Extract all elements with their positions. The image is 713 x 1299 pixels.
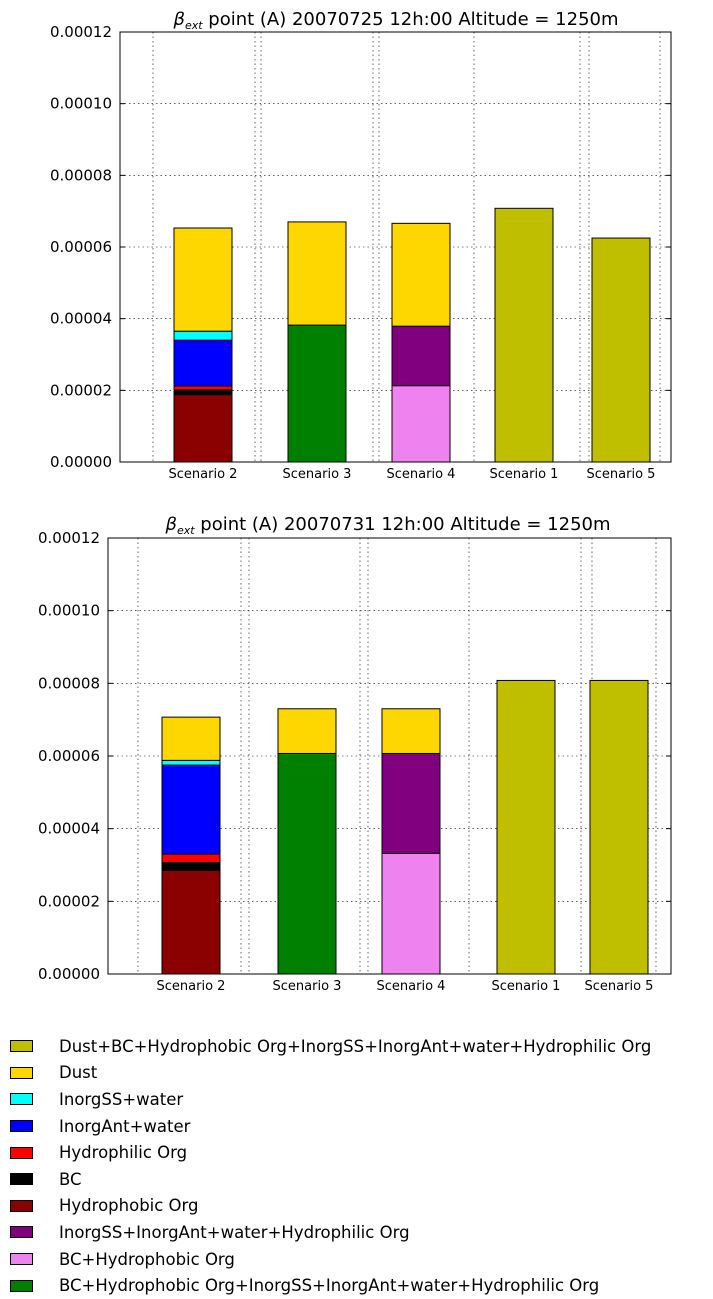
bar-segment xyxy=(161,764,221,855)
legend-item: InorgAnt+water xyxy=(10,1113,710,1140)
legend-item: InorgSS+InorgAnt+water+Hydrophilic Org xyxy=(10,1219,710,1246)
legend-label: Dust+BC+Hydrophobic Org+InorgSS+InorgAnt… xyxy=(59,1036,652,1056)
chart-top: βext point (A) 20070725 12h:00 Altitude … xyxy=(50,9,672,482)
bar-segment xyxy=(173,394,233,463)
legend-swatch xyxy=(10,1093,33,1106)
chart-title: βext point (A) 20070731 12h:00 Altitude … xyxy=(164,514,610,537)
title-beta: β xyxy=(172,9,185,30)
legend-swatch xyxy=(10,1226,33,1239)
bar-segment xyxy=(161,869,221,975)
x-tick-label: Scenario 3 xyxy=(273,979,342,994)
legend-label: InorgSS+water xyxy=(59,1089,184,1109)
bar-segment xyxy=(173,227,233,332)
y-tick-label: 0.00000 xyxy=(50,453,112,471)
y-tick-label: 0.00010 xyxy=(38,602,100,620)
bar-segment xyxy=(391,385,451,463)
title-text: point (A) 20070731 12h:00 Altitude = 125… xyxy=(195,514,611,535)
y-tick-label: 0.00008 xyxy=(38,674,100,692)
legend-item: Hydrophobic Org xyxy=(10,1193,710,1220)
title-beta: β xyxy=(164,514,177,535)
y-tick-label: 0.00006 xyxy=(38,747,100,765)
legend-swatch xyxy=(10,1253,33,1266)
x-tick-label: Scenario 1 xyxy=(492,979,561,994)
legend-swatch xyxy=(10,1199,33,1212)
bar-segment xyxy=(381,752,441,854)
legend-label: BC xyxy=(59,1169,82,1189)
legend-swatch xyxy=(10,1120,33,1133)
chart-title: βext point (A) 20070725 12h:00 Altitude … xyxy=(172,9,618,32)
bar-segment xyxy=(161,861,221,871)
legend-item: BC+Hydrophobic Org xyxy=(10,1246,710,1273)
bar-segment xyxy=(496,679,556,975)
title-subscript: ext xyxy=(185,19,203,32)
legend-swatch xyxy=(10,1146,33,1159)
bar-segment xyxy=(287,221,347,326)
y-tick-label: 0.00012 xyxy=(38,529,100,547)
legend-label: BC+Hydrophobic Org xyxy=(59,1249,235,1269)
legend-label: Dust xyxy=(59,1063,98,1083)
legend-label: Hydrophilic Org xyxy=(59,1143,188,1163)
y-tick-label: 0.00008 xyxy=(50,166,112,184)
title-subscript: ext xyxy=(177,524,195,537)
bar-segment xyxy=(589,679,649,975)
legend-swatch xyxy=(10,1279,33,1292)
bar-segment xyxy=(591,237,651,463)
y-tick-label: 0.00002 xyxy=(38,892,100,910)
title-text: point (A) 20070725 12h:00 Altitude = 125… xyxy=(203,9,619,30)
bar-segment xyxy=(161,716,221,761)
y-tick-label: 0.00010 xyxy=(50,95,112,113)
x-tick-label: Scenario 2 xyxy=(169,467,238,482)
y-tick-label: 0.00004 xyxy=(38,820,100,838)
legend-item: Dust+BC+Hydrophobic Org+InorgSS+InorgAnt… xyxy=(10,1033,710,1060)
bar-segment xyxy=(277,752,337,975)
bar-segment xyxy=(391,222,451,327)
bar-segment xyxy=(173,330,233,341)
legend-item: Hydrophilic Org xyxy=(10,1139,710,1166)
x-tick-label: Scenario 5 xyxy=(585,979,654,994)
plot-frame xyxy=(107,537,672,975)
legend-swatch xyxy=(10,1173,33,1186)
x-tick-label: Scenario 1 xyxy=(490,467,559,482)
bar-segment xyxy=(287,324,347,463)
x-tick-label: Scenario 2 xyxy=(157,979,226,994)
bar-segment xyxy=(391,325,451,387)
chart-bottom: βext point (A) 20070731 12h:00 Altitude … xyxy=(38,514,672,994)
x-tick-label: Scenario 5 xyxy=(587,467,656,482)
bar-segment xyxy=(161,759,221,766)
x-tick-label: Scenario 4 xyxy=(377,979,446,994)
y-tick-label: 0.00002 xyxy=(50,381,112,399)
y-tick-label: 0.00000 xyxy=(38,965,100,983)
y-tick-label: 0.00012 xyxy=(50,23,112,41)
legend-item: BC xyxy=(10,1166,710,1193)
bar-segment xyxy=(381,708,441,754)
bar-segment xyxy=(173,339,233,387)
y-tick-label: 0.00004 xyxy=(50,310,112,328)
bar-segment xyxy=(494,207,554,463)
legend-label: BC+Hydrophobic Org+InorgSS+InorgAnt+wate… xyxy=(59,1276,600,1296)
legend-swatch xyxy=(10,1040,33,1053)
bar-segment xyxy=(161,853,221,863)
legend-item: Dust xyxy=(10,1060,710,1087)
bar-segment xyxy=(277,708,337,754)
bar-segment xyxy=(381,852,441,975)
legend-label: InorgSS+InorgAnt+water+Hydrophilic Org xyxy=(59,1222,410,1242)
x-tick-label: Scenario 4 xyxy=(387,467,456,482)
legend-item: BC+Hydrophobic Org+InorgSS+InorgAnt+wate… xyxy=(10,1272,710,1299)
x-tick-label: Scenario 3 xyxy=(283,467,352,482)
plot-frame xyxy=(119,31,672,463)
legend-label: Hydrophobic Org xyxy=(59,1196,199,1216)
legend-swatch xyxy=(10,1066,33,1079)
y-tick-label: 0.00006 xyxy=(50,238,112,256)
bar-segment xyxy=(173,389,233,396)
legend-item: InorgSS+water xyxy=(10,1086,710,1113)
bar-segment xyxy=(173,385,233,391)
legend: Dust+BC+Hydrophobic Org+InorgSS+InorgAnt… xyxy=(10,1033,710,1299)
legend-label: InorgAnt+water xyxy=(59,1116,191,1136)
